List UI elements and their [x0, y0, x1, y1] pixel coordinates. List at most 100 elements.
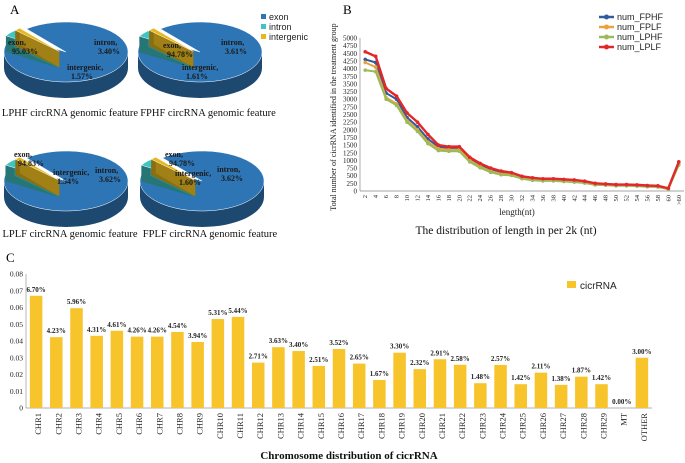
panel-b-letter: B — [343, 2, 352, 17]
bar-data-label: 2.91% — [430, 349, 449, 357]
x-tick-label: CHR10 — [215, 413, 225, 439]
panel-c-bar-chart: 0 0.01 0.02 0.03 0.04 0.05 0.06 0.07 0.086.70% CH… — [10, 270, 652, 462]
slice-exon — [139, 150, 265, 212]
series-point-num_LPHF — [467, 160, 472, 164]
series-point-num_LPHF — [405, 120, 409, 124]
bar-data-label: 5.96% — [67, 298, 86, 306]
series-point-num_LPLF — [551, 176, 556, 181]
slice-pct-intron: 3.40% — [98, 47, 120, 56]
slice-pct-exon: 94.78% — [169, 159, 195, 168]
slice-intergenic — [148, 27, 194, 52]
slice-intergenic — [150, 156, 196, 181]
series-point-num_LPHF — [509, 173, 514, 178]
x-tick-label: 22 — [467, 195, 474, 202]
bar-data-label: 1.38% — [552, 375, 571, 383]
bar-CHR17 — [352, 363, 366, 408]
bar-OTHER — [635, 357, 649, 408]
pie-title: FPHF circRNA genomic feature — [140, 108, 276, 119]
series-point-num_LPHF — [478, 165, 482, 170]
bar-CHR2 — [50, 337, 63, 408]
bar-CHR5 — [110, 330, 124, 408]
legend-marker-num_LPHF — [604, 34, 609, 40]
y-tick-label: 1500 — [343, 142, 358, 150]
series-point-num_LPLF — [530, 176, 535, 180]
slice-pct-exon: 94.83% — [18, 159, 44, 168]
y-tick-label: 0.01 — [10, 387, 23, 396]
bar-CHR7 — [150, 336, 164, 408]
slice-label-intergenic: intergenic, — [175, 169, 211, 178]
chart-title: Chromosome distribution of cicrRNA — [260, 450, 437, 462]
bar-data-label: 5.31% — [208, 309, 227, 317]
x-tick-label: 44 — [582, 194, 589, 201]
bar-CHR16 — [332, 349, 346, 408]
y-tick-label: 1000 — [343, 157, 358, 165]
y-tick-label: 5000 — [343, 35, 358, 43]
bar-data-label: 1.48% — [471, 373, 490, 381]
x-tick-label: 40 — [561, 195, 568, 202]
series-point-num_LPHF — [363, 68, 368, 72]
bar-CHR12 — [251, 362, 265, 408]
bar-CHR10 — [211, 319, 225, 408]
x-tick-label: 16 — [435, 194, 442, 201]
y-tick-label: 0.07 — [10, 286, 23, 295]
x-tick-label: OTHER — [639, 413, 649, 442]
x-tick-label: 20 — [456, 195, 463, 202]
bar-data-label: 4.26% — [148, 327, 167, 335]
x-tick-label: CHR17 — [356, 413, 366, 439]
y-tick-label: 0.04 — [10, 337, 23, 346]
bar-CHR15 — [312, 365, 326, 408]
bar-CHR28 — [575, 376, 588, 408]
series-point-num_FPLF — [363, 60, 368, 65]
bar-CHR19 — [393, 352, 406, 408]
slice-label-intron: intron, — [95, 166, 118, 175]
slice-label-intergenic: intergenic, — [182, 63, 218, 72]
series-point-num_LPLF — [509, 170, 514, 175]
x-tick-label: 30 — [509, 195, 516, 202]
y-tick-label: 0.08 — [10, 270, 23, 279]
legend-label-num_FPHF: num_FPHF — [617, 12, 664, 22]
bar-data-label: 6.70% — [26, 286, 45, 294]
bar-data-label: 3.94% — [188, 332, 207, 340]
bar-data-label: 2.11% — [531, 363, 550, 371]
pie-side — [4, 52, 128, 98]
bar-data-label: 3.30% — [390, 343, 409, 351]
series-point-num_LPLF — [635, 183, 639, 187]
slice-label-exon: exon, — [163, 41, 181, 50]
bar-data-label: 4.23% — [47, 327, 66, 335]
slice-side-intergenic — [19, 28, 60, 68]
series-line-num_LPHF — [365, 69, 680, 191]
series-point-num_LPLF — [666, 186, 671, 191]
x-tick-label: CHR2 — [53, 413, 63, 435]
x-tick-label: 14 — [425, 194, 432, 201]
x-tick-label: 24 — [477, 194, 484, 201]
x-tick-label: CHR11 — [235, 413, 245, 439]
x-tick-label: CHR3 — [73, 413, 83, 435]
x-tick-label: CHR1 — [33, 413, 43, 435]
series-point-num_LPLF — [457, 144, 462, 149]
panel-c-letter: C — [6, 250, 15, 265]
series-point-num_LPLF — [467, 155, 472, 160]
y-tick-label: 1250 — [343, 149, 358, 157]
y-tick-label: 4750 — [343, 42, 358, 50]
y-tick-label: 2500 — [343, 111, 358, 119]
series-point-num_LPHF — [373, 69, 378, 74]
legend-marker-num_LPLF — [604, 44, 609, 50]
x-tick-label: CHR23 — [477, 413, 487, 439]
x-tick-label: CHR15 — [316, 413, 326, 439]
series-point-num_FPHF — [415, 124, 420, 129]
series-point-num_LPLF — [436, 143, 441, 147]
bar-CHR9 — [191, 342, 204, 408]
series-point-num_LPLF — [520, 174, 524, 179]
panel-a-letter: A — [10, 2, 20, 17]
legend-label-exon: exon — [269, 12, 289, 22]
x-tick-label: 4 — [373, 194, 380, 198]
series-point-num_LPLF — [488, 166, 493, 170]
series-point-num_LPLF — [384, 86, 388, 91]
y-tick-label: 4250 — [343, 57, 358, 65]
x-tick-label: 38 — [550, 195, 557, 202]
bar-data-label: 3.63% — [269, 337, 288, 345]
series-point-num_LPLF — [447, 144, 451, 149]
bar-CHR18 — [373, 380, 386, 408]
x-tick-label: CHR6 — [134, 413, 144, 435]
bar-data-label: 3.40% — [289, 341, 308, 349]
